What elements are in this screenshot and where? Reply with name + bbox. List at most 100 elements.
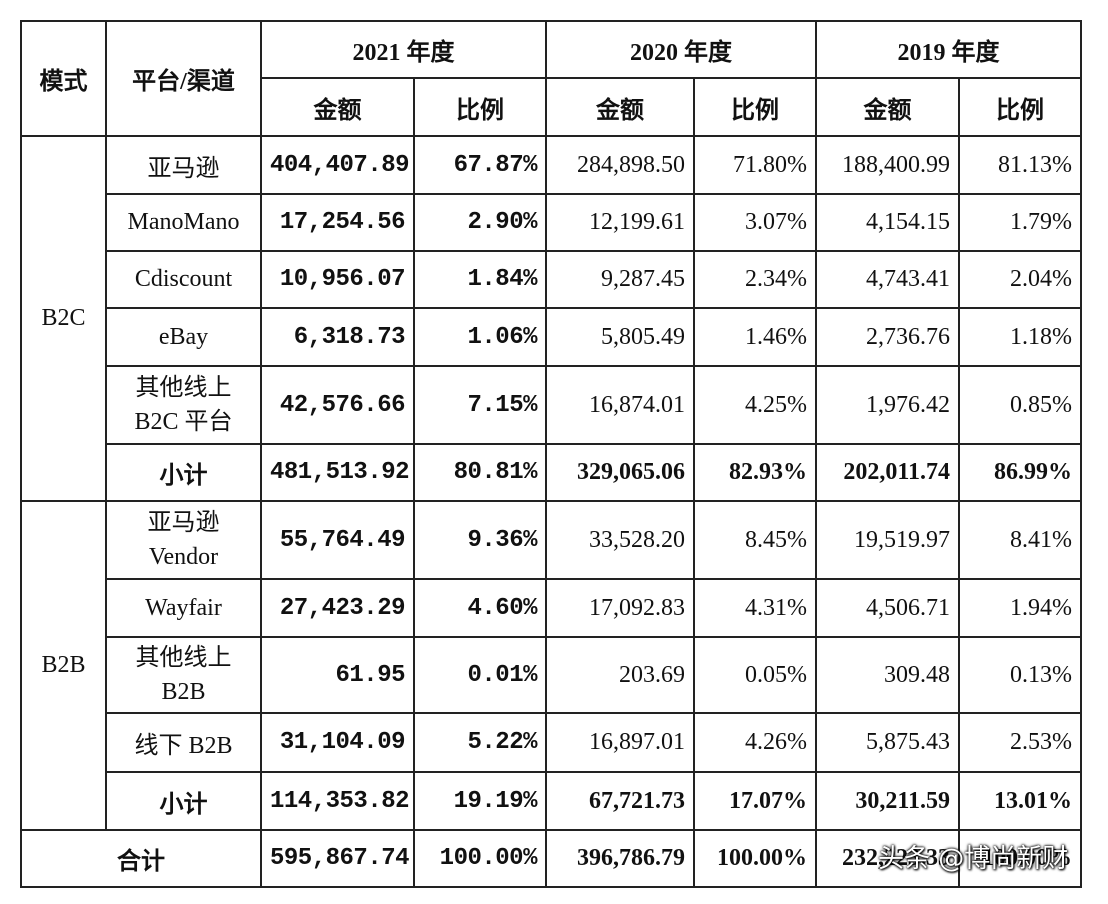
value-cell: 67.87%: [413, 135, 547, 195]
value-cell: 309.48: [815, 636, 960, 714]
platform-cell: 线下 B2B: [105, 712, 262, 773]
subtotal-row: 小计 114,353.82 19.19% 67,721.73 17.07% 30,211.…: [21, 771, 1082, 831]
platform-line: 其他线上: [135, 645, 232, 671]
value-cell: 55,764.49: [260, 500, 415, 580]
value-cell: 396,786.79: [545, 829, 695, 888]
value-cell: 67,721.73: [545, 771, 695, 831]
data-row: B2C 亚马逊 404,407.89 67.87% 284,898.50 71.80% 18…: [20, 135, 1082, 502]
table-body: B2C 亚马逊 404,407.89 67.87% 284,898.50 71.80% 18…: [20, 135, 1082, 888]
mode-cell: B2C: [20, 135, 107, 502]
value-cell: 4.31%: [693, 578, 817, 638]
value-cell: 2.90%: [413, 193, 547, 252]
value-cell: 9,287.45: [545, 250, 695, 309]
data-row: 线下 B2B 31,104.09 5.22% 16,897.01 4.26% 5,875.…: [21, 712, 1082, 773]
value-cell: 188,400.99: [815, 135, 960, 195]
data-row: Cdiscount 10,956.07 1.84% 9,287.45 2.34% 4,74…: [21, 250, 1082, 309]
value-cell: 82.93%: [693, 443, 817, 502]
value-cell: 4,154.15: [815, 193, 960, 252]
value-cell: 0.85%: [958, 365, 1082, 445]
sub-header: 比例: [958, 77, 1082, 137]
platform-cell: 亚马逊: [105, 135, 262, 195]
data-row: 其他线上 B2B 61.95 0.01% 203.69 0.05% 309.48 0.13%: [21, 636, 1082, 714]
platform-line: 亚马逊: [147, 510, 220, 536]
platform-header: 平台/渠道: [105, 20, 262, 137]
data-row: B2B 亚马逊 Vendor 55,764.49 9.36% 33,528.20 8.45%…: [20, 500, 1082, 831]
value-cell: 80.81%: [413, 443, 547, 502]
value-cell: 19.19%: [413, 771, 547, 831]
value-cell: 284,898.50: [545, 135, 695, 195]
value-cell: 203.69: [545, 636, 695, 714]
platform-line: B2C 平台: [134, 409, 233, 435]
subtotal-label: 小计: [105, 771, 262, 831]
platform-line: B2B: [161, 679, 206, 705]
value-cell: 1.06%: [413, 307, 547, 367]
value-cell: 86.99%: [958, 443, 1082, 502]
value-cell: 100.00%: [413, 829, 547, 888]
value-cell: 404,407.89: [260, 135, 415, 195]
value-cell: 19,519.97: [815, 500, 960, 580]
sub-header: 金额: [545, 77, 695, 137]
value-cell: 16,897.01: [545, 712, 695, 773]
platform-line: 其他线上: [135, 375, 232, 401]
value-cell: 1.79%: [958, 193, 1082, 252]
year-header: 2019 年度: [815, 20, 1082, 79]
value-cell: 202,011.74: [815, 443, 960, 502]
value-cell: 595,867.74: [260, 829, 415, 888]
value-cell: 17,254.56: [260, 193, 415, 252]
value-cell: 17.07%: [693, 771, 817, 831]
sub-header: 比例: [693, 77, 817, 137]
value-cell: 100.00%: [693, 829, 817, 888]
value-cell: 31,104.09: [260, 712, 415, 773]
value-cell: 5,875.43: [815, 712, 960, 773]
year-header: 2020 年度: [545, 20, 817, 79]
value-cell: 7.15%: [413, 365, 547, 445]
value-cell: 1.18%: [958, 307, 1082, 367]
data-row: eBay 6,318.73 1.06% 5,805.49 1.46% 2,736.76 1.…: [21, 307, 1082, 367]
value-cell: 114,353.82: [260, 771, 415, 831]
value-cell: 4,506.71: [815, 578, 960, 638]
value-cell: 2.04%: [958, 250, 1082, 309]
value-cell: 1.94%: [958, 578, 1082, 638]
value-cell: 232,223.33: [815, 829, 960, 888]
subtotal-row: 小计 481,513.92 80.81% 329,065.06 82.93% 202,01…: [21, 443, 1082, 502]
value-cell: 4.60%: [413, 578, 547, 638]
value-cell: 10,956.07: [260, 250, 415, 309]
sub-header: 金额: [260, 77, 415, 137]
subtotal-label: 小计: [105, 443, 262, 502]
year-header: 2021 年度: [260, 20, 547, 79]
value-cell: 4.26%: [693, 712, 817, 773]
revenue-table: 模式 平台/渠道 2021 年度 2020 年度 2019 年度 金额 比例 金额 比例 金额 比例…: [20, 20, 1082, 888]
sub-header: 比例: [413, 77, 547, 137]
platform-cell: 其他线上 B2B: [105, 636, 262, 714]
sub-header: 金额: [815, 77, 960, 137]
value-cell: 16,874.01: [545, 365, 695, 445]
value-cell: 17,092.83: [545, 578, 695, 638]
watermark: 头条 @博尚新财: [878, 844, 1069, 874]
header-row: 模式 平台/渠道 2021 年度 2020 年度 2019 年度: [20, 20, 1082, 137]
value-cell: 6,318.73: [260, 307, 415, 367]
value-cell: 2.34%: [693, 250, 817, 309]
value-cell: 1.46%: [693, 307, 817, 367]
value-cell: 0.13%: [958, 636, 1082, 714]
mode-cell: B2B: [20, 500, 107, 831]
value-cell: 2,736.76: [815, 307, 960, 367]
value-cell: 81.13%: [958, 135, 1082, 195]
value-cell: 2.53%: [958, 712, 1082, 773]
value-cell: 5,805.49: [545, 307, 695, 367]
platform-cell: Cdiscount: [105, 250, 262, 309]
total-row: 合计 595,867.74 100.00% 396,786.79 100.00% 232,…: [20, 829, 1082, 888]
data-row: Wayfair 27,423.29 4.60% 17,092.83 4.31% 4,506…: [21, 578, 1082, 638]
value-cell: 12,199.61: [545, 193, 695, 252]
value-cell: 1.84%: [413, 250, 547, 309]
value-cell: 8.45%: [693, 500, 817, 580]
platform-cell: Wayfair: [105, 578, 262, 638]
value-cell: 8.41%: [958, 500, 1082, 580]
platform-cell: ManoMano: [105, 193, 262, 252]
value-cell: 61.95: [260, 636, 415, 714]
value-cell: 9.36%: [413, 500, 547, 580]
platform-cell: 亚马逊 Vendor: [105, 500, 262, 580]
value-cell: 329,065.06: [545, 443, 695, 502]
value-cell: 33,528.20: [545, 500, 695, 580]
value-cell: 5.22%: [413, 712, 547, 773]
